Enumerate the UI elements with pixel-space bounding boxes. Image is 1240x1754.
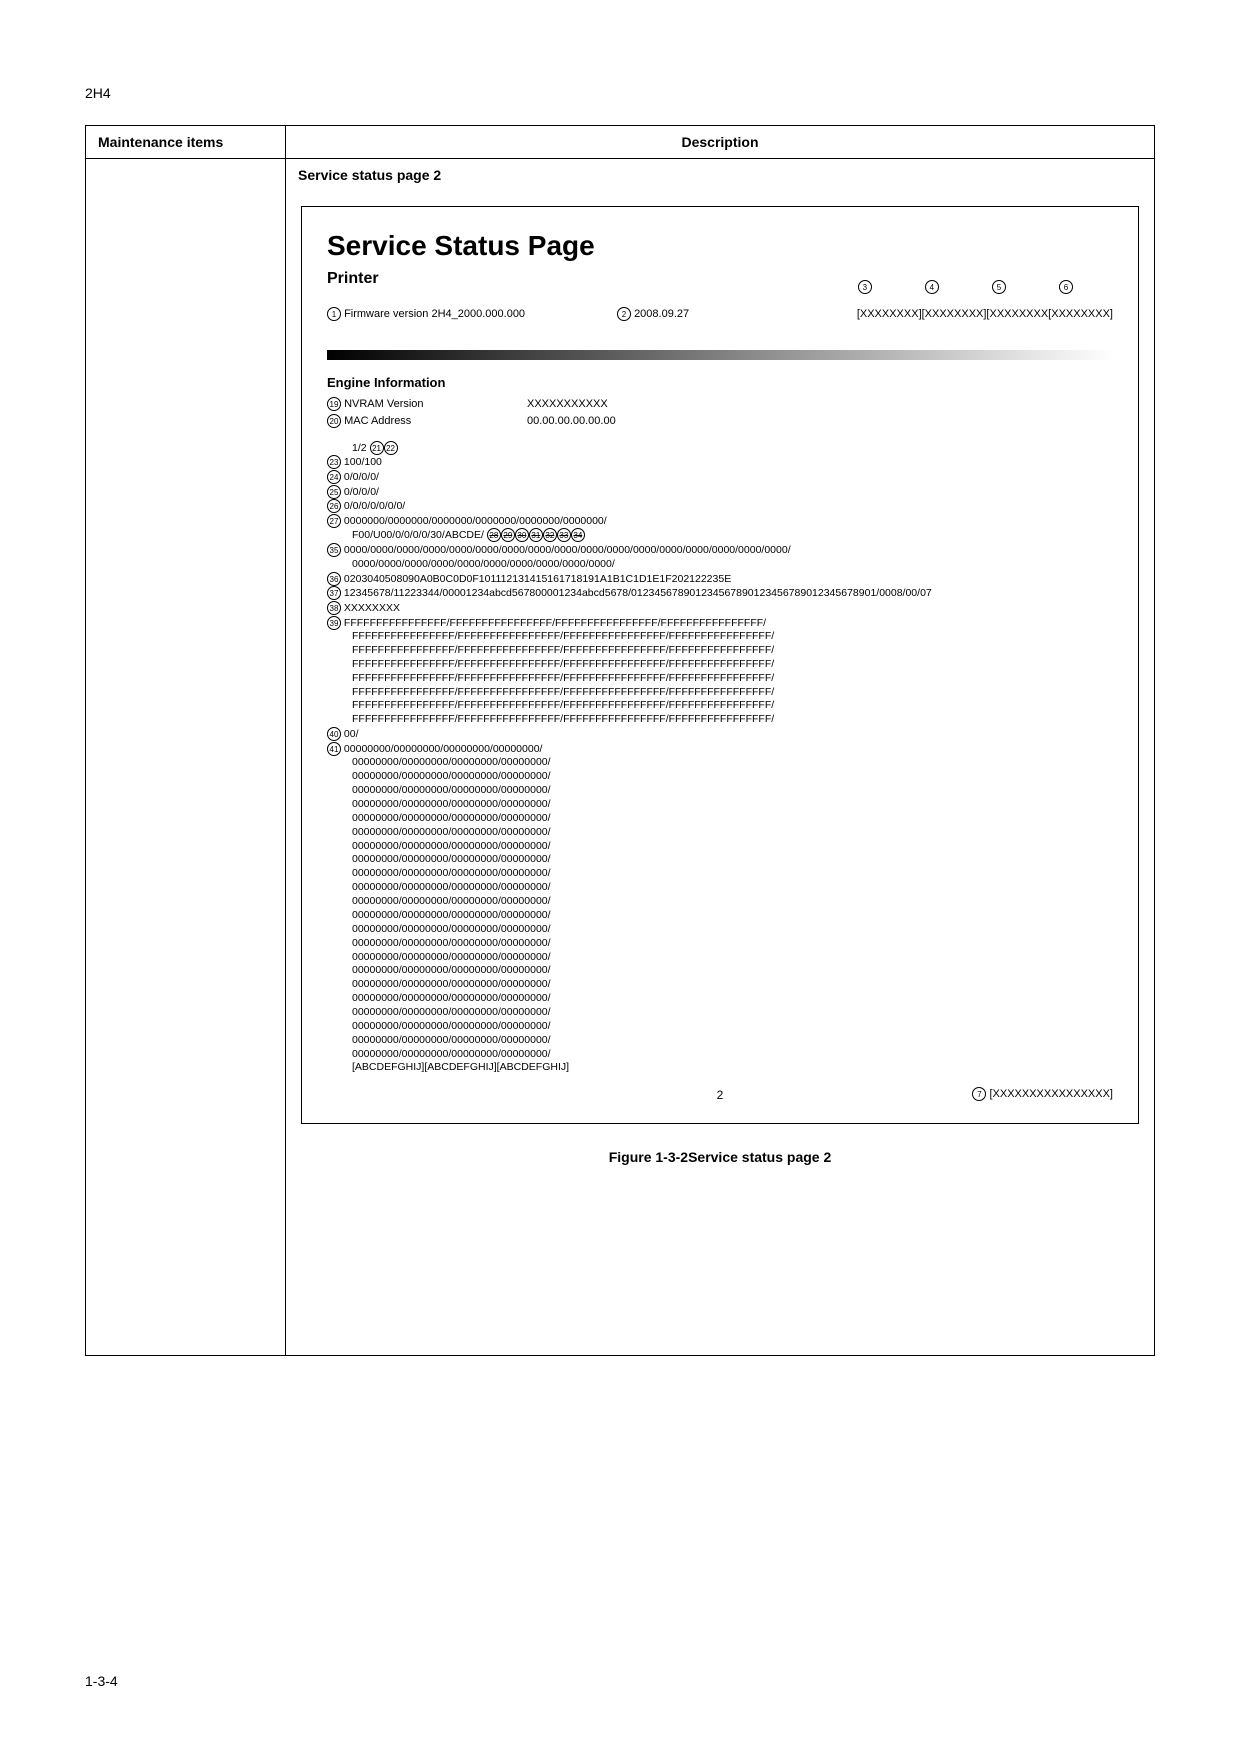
line-39: 39 FFFFFFFFFFFFFFFF/FFFFFFFFFFFFFFFF/FFF… (327, 616, 1113, 631)
engine-info-title: Engine Information (327, 374, 1113, 392)
mac-row: 20 MAC Address 00.00.00.00.00.00 (327, 414, 1113, 429)
nvram-label: NVRAM Version (344, 398, 423, 410)
zero-line: 00000000/00000000/00000000/00000000/ (327, 1020, 1113, 1034)
maintenance-table: Maintenance items Description Service st… (85, 125, 1155, 1356)
footer-page-num: 2 (717, 1087, 724, 1103)
subheader-row: Service status page 2 (86, 159, 1155, 192)
marker-7: 7 (972, 1087, 986, 1101)
firmware-text: Firmware version 2H4_2000.000.000 (344, 308, 525, 320)
footer-right: 7 [XXXXXXXXXXXXXXXX] (972, 1087, 1113, 1102)
line-26: 26 0/0/0/0/0/0/0/ (327, 499, 1113, 514)
line-27: 27 0000000/0000000/0000000/0000000/00000… (327, 514, 1113, 529)
line-23: 23 100/100 (327, 455, 1113, 470)
col-maintenance-header: Maintenance items (86, 126, 286, 159)
zero-line: 00000000/00000000/00000000/00000000/ (327, 1034, 1113, 1048)
ff-line: FFFFFFFFFFFFFFFF/FFFFFFFFFFFFFFFF/FFFFFF… (327, 658, 1113, 672)
top-right-codes: [XXXXXXXX][XXXXXXXX][XXXXXXXX[XXXXXXXX] (857, 307, 1113, 322)
zero-line: 00000000/00000000/00000000/00000000/ (327, 909, 1113, 923)
table-header-row: Maintenance items Description (86, 126, 1155, 159)
line-36: 36 0203040508090A0B0C0D0F101112131415161… (327, 572, 1113, 587)
nvram-row: 19 NVRAM Version XXXXXXXXXXX (327, 397, 1113, 412)
ff-line: FFFFFFFFFFFFFFFF/FFFFFFFFFFFFFFFF/FFFFFF… (327, 630, 1113, 644)
line-35b: 0000/0000/0000/0000/0000/0000/0000/0000/… (327, 558, 1113, 572)
firmware-version: 1 Firmware version 2H4_2000.000.000 (327, 307, 525, 322)
firmware-date: 2 2008.09.27 (617, 307, 689, 322)
col-description-header: Description (286, 126, 1155, 159)
marker-22: 22 (384, 441, 398, 455)
ff-line: FFFFFFFFFFFFFFFF/FFFFFFFFFFFFFFFF/FFFFFF… (327, 686, 1113, 700)
zero-line: 00000000/00000000/00000000/00000000/ (327, 867, 1113, 881)
status-page-box: Service Status Page Printer 3 4 5 6 1 Fi… (301, 206, 1139, 1124)
nvram-value: XXXXXXXXXXX (527, 397, 608, 412)
zero-line: 00000000/00000000/00000000/00000000/ (327, 784, 1113, 798)
zero-line: 00000000/00000000/00000000/00000000/ (327, 992, 1113, 1006)
zero-line: 00000000/00000000/00000000/00000000/ (327, 964, 1113, 978)
zero-line: 00000000/00000000/00000000/00000000/ (327, 951, 1113, 965)
service-status-title: Service Status Page (327, 227, 1113, 265)
subheader-cell: Service status page 2 (286, 159, 1155, 192)
marker-1: 1 (327, 307, 341, 321)
left-empty-cell (86, 159, 286, 192)
line-27b: F00/U00/0/0/0/0/30/ABCDE/ 28293031323334 (327, 528, 1113, 543)
line-12: 1/2 2122 (327, 441, 1113, 456)
left-content-cell (86, 191, 286, 1356)
zero-line: 00000000/00000000/00000000/00000000/ (327, 756, 1113, 770)
marker-21: 21 (370, 441, 384, 455)
inner-footer: 2 7 [XXXXXXXXXXXXXXXX] (327, 1087, 1113, 1103)
zero-line: 00000000/00000000/00000000/00000000/ (327, 770, 1113, 784)
zero-line: 00000000/00000000/00000000/00000000/ (327, 798, 1113, 812)
mac-value: 00.00.00.00.00.00 (527, 414, 616, 429)
line-35: 35 0000/0000/0000/0000/0000/0000/0000/00… (327, 543, 1113, 558)
line-40: 40 00/ (327, 727, 1113, 742)
ff-line: FFFFFFFFFFFFFFFF/FFFFFFFFFFFFFFFF/FFFFFF… (327, 672, 1113, 686)
zero-line: 00000000/00000000/00000000/00000000/ (327, 978, 1113, 992)
zero-line: 00000000/00000000/00000000/00000000/ (327, 923, 1113, 937)
zero-line: 00000000/00000000/00000000/00000000/ (327, 895, 1113, 909)
ff-line: FFFFFFFFFFFFFFFF/FFFFFFFFFFFFFFFF/FFFFFF… (327, 713, 1113, 727)
content-row: Service Status Page Printer 3 4 5 6 1 Fi… (86, 191, 1155, 1356)
firmware-row: 1 Firmware version 2H4_2000.000.000 2 20… (327, 307, 1113, 332)
ff-line: FFFFFFFFFFFFFFFF/FFFFFFFFFFFFFFFF/FFFFFF… (327, 644, 1113, 658)
marker-20: 20 (327, 414, 341, 428)
gradient-bar (327, 350, 1113, 360)
description-content-cell: Service Status Page Printer 3 4 5 6 1 Fi… (286, 191, 1155, 1356)
marker-6: 6 (1059, 280, 1073, 294)
zero-line: 00000000/00000000/00000000/00000000/ (327, 937, 1113, 951)
line-24: 24 0/0/0/0/ (327, 470, 1113, 485)
page-header: 2H4 (85, 85, 111, 101)
zero-line: 00000000/00000000/00000000/00000000/ (327, 1048, 1113, 1062)
zero-line: 00000000/00000000/00000000/00000000/ (327, 1006, 1113, 1020)
top-right-markers: 3 4 5 6 (833, 280, 1098, 295)
line-37: 37 12345678/11223344/00001234abcd5678000… (327, 586, 1113, 601)
line-38: 38 XXXXXXXX (327, 601, 1113, 616)
mac-label: MAC Address (344, 415, 411, 427)
marker-3: 3 (858, 280, 872, 294)
marker-2: 2 (617, 307, 631, 321)
ff-line: FFFFFFFFFFFFFFFF/FFFFFFFFFFFFFFFF/FFFFFF… (327, 699, 1113, 713)
zero-line: 00000000/00000000/00000000/00000000/ (327, 812, 1113, 826)
page-footer: 1-3-4 (85, 1673, 118, 1689)
bottom-space (301, 1165, 1139, 1340)
figure-caption: Figure 1-3-2Service status page 2 (301, 1149, 1139, 1165)
marker-4: 4 (925, 280, 939, 294)
zero-line: 00000000/00000000/00000000/00000000/ (327, 840, 1113, 854)
abc-line: [ABCDEFGHIJ][ABCDEFGHIJ][ABCDEFGHIJ] (327, 1061, 1113, 1075)
line-25: 25 0/0/0/0/ (327, 485, 1113, 500)
zero-line: 00000000/00000000/00000000/00000000/ (327, 853, 1113, 867)
zero-line: 00000000/00000000/00000000/00000000/ (327, 881, 1113, 895)
marker-5: 5 (992, 280, 1006, 294)
line-41: 41 00000000/00000000/00000000/00000000/ (327, 742, 1113, 757)
zero-line: 00000000/00000000/00000000/00000000/ (327, 826, 1113, 840)
date-text: 2008.09.27 (634, 308, 689, 320)
marker-19: 19 (327, 397, 341, 411)
